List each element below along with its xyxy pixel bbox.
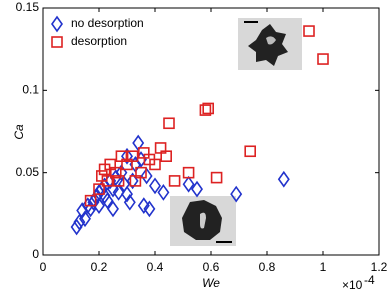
- scatter-point: [149, 177, 161, 195]
- y-tick-label: 0.15: [16, 0, 40, 14]
- scatter-point: [93, 183, 105, 195]
- scatter-point: [73, 213, 86, 231]
- y-tick-label: 0.1: [22, 83, 39, 97]
- scatter-point: [79, 210, 91, 228]
- scatter-point: [303, 25, 315, 37]
- x-tick-label: 0: [40, 260, 47, 274]
- scatter-point: [123, 193, 136, 211]
- x-axis-label: We: [202, 276, 220, 290]
- scatter-point: [191, 180, 203, 198]
- scatter-point: [199, 104, 212, 116]
- x-multiplier: ×10: [342, 278, 363, 292]
- legend-marker: [51, 15, 63, 33]
- scatter-point: [157, 184, 170, 201]
- scatter-point: [143, 200, 156, 218]
- y-tick-label: 0: [32, 247, 39, 261]
- y-axis-label: Ca: [12, 124, 26, 140]
- scatter-point: [149, 158, 161, 171]
- x-multiplier-exponent: -4: [364, 273, 375, 287]
- scatter-point: [107, 200, 119, 218]
- x-tick-label: 0.8: [259, 260, 276, 274]
- scatter-point: [87, 193, 100, 211]
- scatter-point: [115, 164, 128, 182]
- scatter-point: [70, 218, 83, 236]
- scatter-point: [210, 171, 223, 184]
- scatter-point: [121, 147, 133, 165]
- legend-label: desorption: [71, 34, 127, 48]
- x-tick-label: 1.2: [371, 260, 388, 274]
- scatter-point: [126, 172, 139, 190]
- scatter-point: [101, 175, 114, 187]
- scatter-point: [137, 197, 150, 214]
- x-tick-label: 0.4: [147, 260, 164, 274]
- scatter-point: [135, 166, 147, 179]
- scatter-point: [110, 166, 122, 179]
- x-tick-label: 0.2: [91, 260, 108, 274]
- scatter-point: [202, 102, 214, 115]
- legend-label: no desorption: [71, 16, 144, 30]
- inset-image-top: [238, 18, 302, 70]
- x-tick-label: 0.6: [203, 260, 220, 274]
- inset-image-bottom: [170, 196, 236, 246]
- scatter-point: [163, 117, 175, 130]
- scatter-point: [126, 150, 139, 162]
- scatter-point: [84, 194, 97, 207]
- y-tick-label: 0.05: [16, 165, 40, 179]
- scatter-point: [182, 175, 195, 193]
- scatter-point: [140, 167, 153, 185]
- scatter-point: [121, 185, 133, 203]
- scatter-point: [168, 175, 181, 187]
- scatter-point: [95, 180, 108, 198]
- scatter-point: [277, 170, 290, 188]
- scatter-point: [230, 185, 243, 203]
- scatter-point: [244, 145, 256, 158]
- scatter-point: [101, 192, 114, 210]
- scatter-point: [182, 166, 195, 179]
- scatter-point: [112, 175, 125, 187]
- legend-marker: [51, 36, 63, 48]
- scatter-point: [107, 180, 119, 198]
- scatter-point: [317, 53, 329, 65]
- scatter-point: [160, 150, 172, 162]
- scatter-point: [112, 184, 125, 201]
- x-tick-label: 1: [320, 260, 327, 274]
